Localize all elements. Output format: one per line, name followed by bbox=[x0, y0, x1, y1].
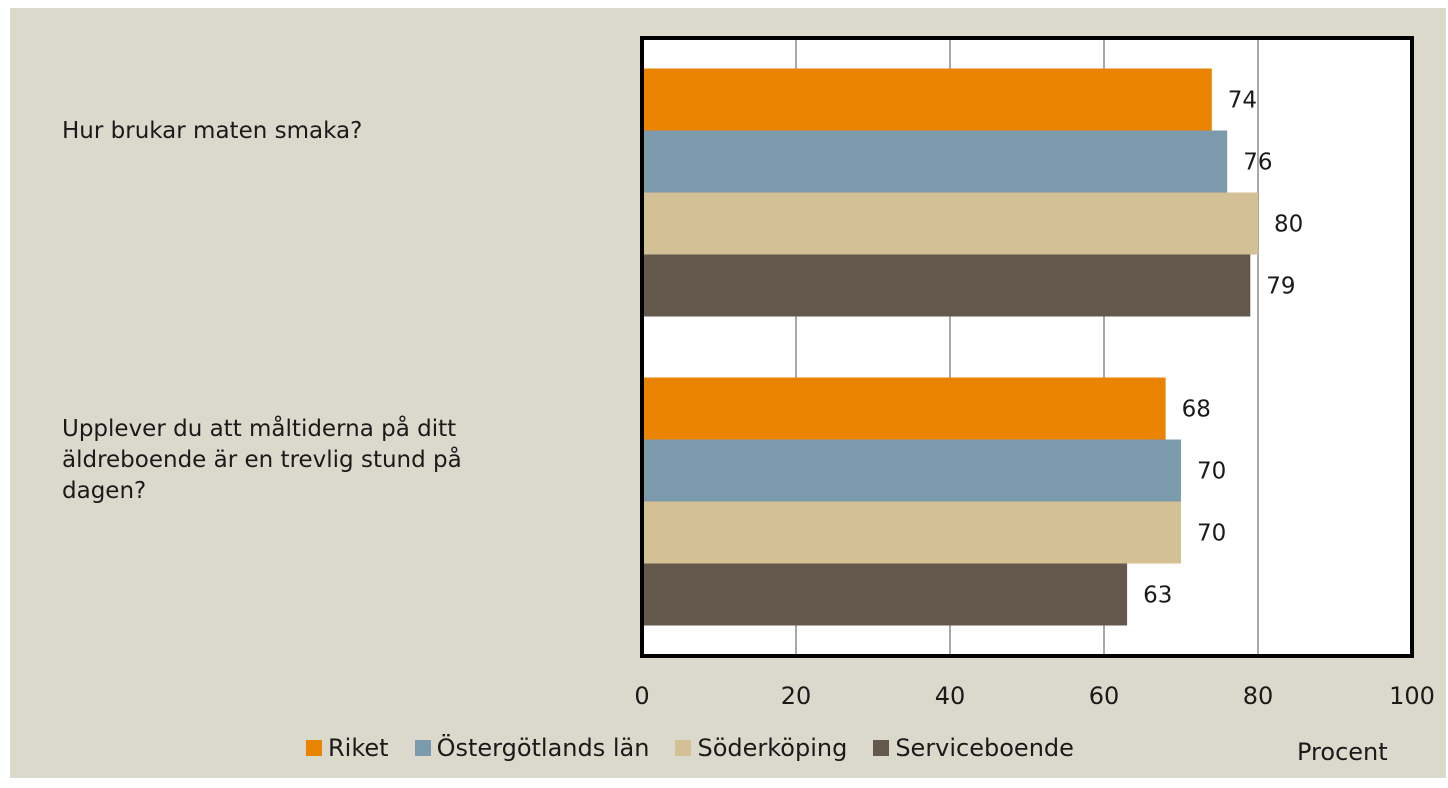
bar-0-3 bbox=[642, 254, 1251, 317]
data-label-0-2: 80 bbox=[1274, 212, 1303, 238]
legend-label-ostergotland: Östergötlands län bbox=[436, 734, 650, 762]
x-tick-label: 20 bbox=[781, 682, 812, 710]
legend-item-riket: Riket bbox=[306, 734, 389, 762]
data-label-0-1: 76 bbox=[1243, 150, 1272, 176]
bar-0-2 bbox=[642, 192, 1258, 255]
x-tick-label: 40 bbox=[935, 682, 966, 710]
bar-1-0 bbox=[642, 377, 1166, 440]
category-label-taste: Hur brukar maten smaka? bbox=[62, 118, 363, 144]
bar-0-0 bbox=[642, 68, 1212, 131]
x-tick-label: 80 bbox=[1243, 682, 1274, 710]
legend-label-riket: Riket bbox=[328, 734, 389, 762]
data-label-0-3: 79 bbox=[1266, 274, 1295, 300]
legend-item-serviceboende: Serviceboende bbox=[873, 734, 1074, 762]
data-label-1-3: 63 bbox=[1143, 583, 1172, 609]
x-tick-label: 100 bbox=[1389, 682, 1435, 710]
bar-chart: 74 76 80 79 68 70 70 63 0 20 40 60 80 100 bbox=[634, 36, 1435, 710]
chart-panel: 74 76 80 79 68 70 70 63 0 20 40 60 80 100 Hur brukar … bbox=[10, 8, 1446, 778]
bar-1-3 bbox=[642, 563, 1128, 626]
x-axis-label: Procent bbox=[1297, 738, 1388, 766]
category-label-pleasant: Upplever du att måltiderna på ditt äldre… bbox=[62, 416, 462, 504]
bar-1-2 bbox=[642, 501, 1181, 564]
bar-0-1 bbox=[642, 130, 1228, 193]
plot-border bbox=[640, 36, 1414, 658]
legend: Riket Östergötlands län Söderköping Serv… bbox=[306, 734, 1100, 762]
data-label-1-1: 70 bbox=[1197, 459, 1226, 485]
legend-swatch-riket bbox=[306, 740, 322, 756]
legend-label-soderkoping: Söderköping bbox=[697, 734, 848, 762]
legend-swatch-soderkoping bbox=[675, 740, 692, 756]
legend-label-serviceboende: Serviceboende bbox=[895, 734, 1074, 762]
legend-swatch-serviceboende bbox=[873, 740, 890, 756]
data-label-0-0: 74 bbox=[1228, 88, 1257, 114]
x-tick-label: 0 bbox=[634, 682, 649, 710]
data-label-1-0: 68 bbox=[1182, 397, 1211, 423]
legend-item-ostergotland: Östergötlands län bbox=[414, 734, 650, 762]
x-tick-label: 60 bbox=[1089, 682, 1120, 710]
bar-1-1 bbox=[642, 439, 1181, 502]
data-label-1-2: 70 bbox=[1197, 521, 1226, 547]
legend-swatch-ostergotland bbox=[414, 740, 431, 756]
legend-item-soderkoping: Söderköping bbox=[675, 734, 847, 762]
